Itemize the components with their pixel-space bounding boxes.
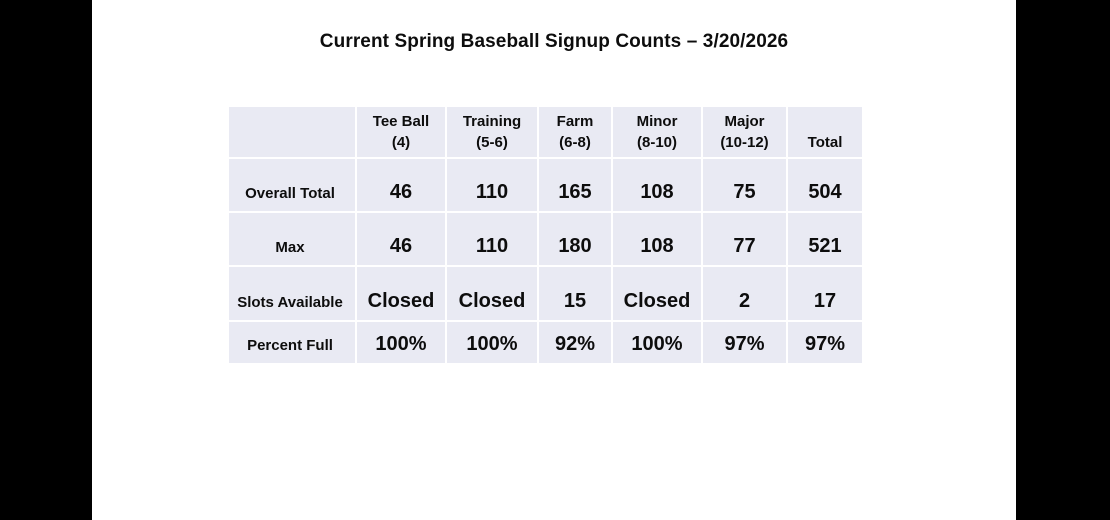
table-cell: 2 xyxy=(701,265,788,322)
slide: Current Spring Baseball Signup Counts – … xyxy=(92,0,1016,520)
column-header-sublabel: (10-12) xyxy=(720,134,769,151)
table-cell-closed: Closed xyxy=(445,265,539,322)
row-label: Slots Available xyxy=(227,265,357,322)
column-header-minor: Minor (8-10) xyxy=(611,105,703,159)
row-label: Percent Full xyxy=(227,320,357,365)
column-header-label: Minor xyxy=(636,113,678,130)
table-row-max: Max 46 110 180 108 77 521 xyxy=(227,211,864,267)
table-cell: 108 xyxy=(611,157,703,213)
table-cell: 165 xyxy=(537,157,613,213)
table-cell: 100% xyxy=(611,320,703,365)
column-header-sublabel: (6-8) xyxy=(559,134,591,151)
row-label: Overall Total xyxy=(227,157,357,213)
column-header-training: Training (5-6) xyxy=(445,105,539,159)
signup-counts-table: Tee Ball (4) Training (5-6) Farm (6-8) M… xyxy=(227,105,864,365)
table-cell: 504 xyxy=(786,157,864,213)
table-cell: 521 xyxy=(786,211,864,267)
table-cell: 110 xyxy=(445,211,539,267)
column-header-total: Total xyxy=(786,105,864,159)
column-header-label: Major xyxy=(724,113,765,130)
column-header-label: Farm xyxy=(556,113,594,130)
row-label: Max xyxy=(227,211,357,267)
column-header-tee-ball: Tee Ball (4) xyxy=(355,105,447,159)
column-header-label: Training xyxy=(462,113,522,130)
column-header-sublabel: (8-10) xyxy=(636,134,677,151)
table-cell: 17 xyxy=(786,265,864,322)
table-cell: 110 xyxy=(445,157,539,213)
table-cell: 108 xyxy=(611,211,703,267)
table-cell: 97% xyxy=(786,320,864,365)
table-header-row: Tee Ball (4) Training (5-6) Farm (6-8) M… xyxy=(227,105,864,159)
table-cell: 92% xyxy=(537,320,613,365)
table-cell: 15 xyxy=(537,265,613,322)
table-cell: 75 xyxy=(701,157,788,213)
table-cell: 46 xyxy=(355,157,447,213)
column-header-label: Tee Ball xyxy=(372,113,430,130)
table-cell: 100% xyxy=(445,320,539,365)
column-header-farm: Farm (6-8) xyxy=(537,105,613,159)
table-cell-closed: Closed xyxy=(355,265,447,322)
page-title: Current Spring Baseball Signup Counts – … xyxy=(319,31,789,52)
column-header-sublabel: (5-6) xyxy=(476,134,508,151)
table-cell: 46 xyxy=(355,211,447,267)
column-header-label: Total xyxy=(807,134,843,151)
table-row-percent-full: Percent Full 100% 100% 92% 100% 97% 97% xyxy=(227,320,864,365)
table-cell-closed: Closed xyxy=(611,265,703,322)
column-header-sublabel: (4) xyxy=(391,134,411,151)
table-row-slots-available: Slots Available Closed Closed 15 Closed … xyxy=(227,265,864,322)
corner-cell xyxy=(227,105,357,159)
table-cell: 100% xyxy=(355,320,447,365)
table-cell: 180 xyxy=(537,211,613,267)
table-row-overall-total: Overall Total 46 110 165 108 75 504 xyxy=(227,157,864,213)
column-header-major: Major (10-12) xyxy=(701,105,788,159)
table-cell: 77 xyxy=(701,211,788,267)
table-cell: 97% xyxy=(701,320,788,365)
